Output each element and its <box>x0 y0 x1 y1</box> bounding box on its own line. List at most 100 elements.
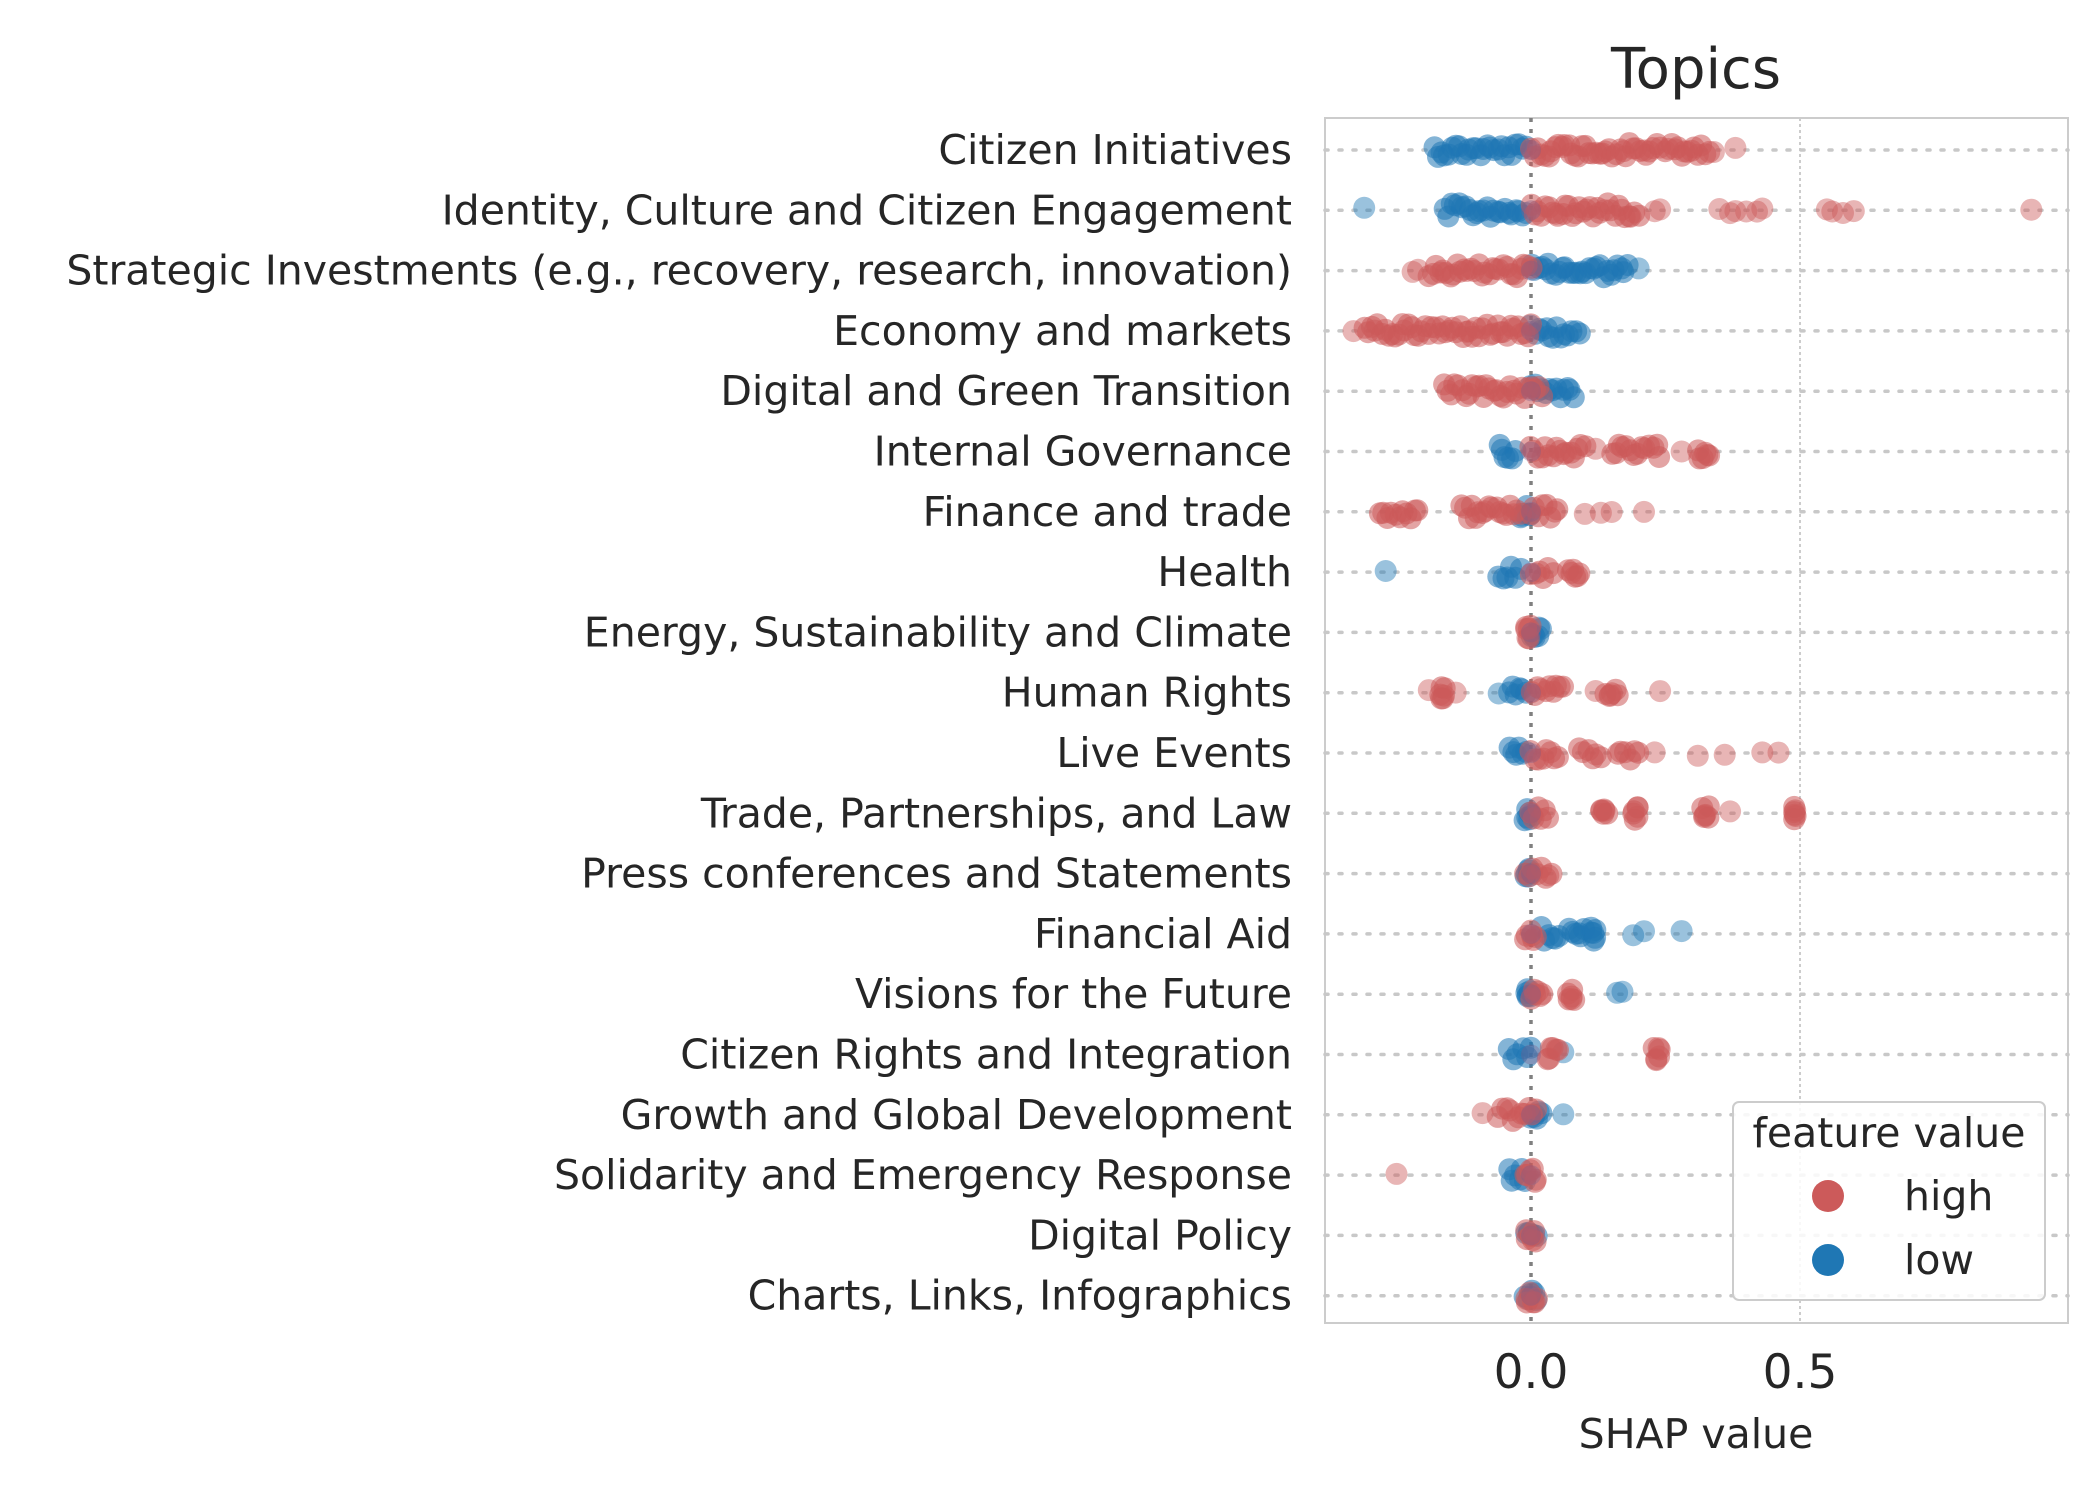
scatter-point <box>1531 385 1554 408</box>
scatter-point <box>1546 498 1569 521</box>
scatter-point <box>1735 200 1758 223</box>
scatter-point <box>1724 200 1747 223</box>
scatter-point <box>1521 320 1541 341</box>
scatter-point <box>1540 862 1563 885</box>
category-label: Live Events <box>1056 729 1292 777</box>
x-tick-labels: 0.0 0.5 <box>1494 1345 1838 1400</box>
scatter-point <box>1767 741 1790 764</box>
scatter-point <box>1628 204 1651 227</box>
legend-title: feature value <box>1752 1109 2025 1157</box>
scatter-point <box>1724 136 1747 159</box>
scatter-point <box>1521 743 1541 763</box>
scatter-point <box>1648 1045 1671 1068</box>
scatter-point <box>1521 441 1541 462</box>
scatter-point <box>1524 1230 1547 1253</box>
scatter-point <box>1525 1287 1548 1310</box>
scatter-point <box>1537 806 1559 829</box>
category-label: Energy, Sustainability and Climate <box>584 608 1292 656</box>
legend-high-marker <box>1812 1180 1844 1212</box>
scatter-point <box>1568 322 1591 345</box>
legend-low-label: low <box>1904 1236 1974 1284</box>
category-label: Charts, Links, Infographics <box>748 1272 1292 1320</box>
scatter-point <box>1407 258 1429 281</box>
y-tick-labels: Citizen Initiatives Identity, Culture and… <box>66 126 1292 1320</box>
category-label: Internal Governance <box>874 428 1292 476</box>
scatter-point <box>1708 198 1731 220</box>
scatter-point <box>1552 1103 1575 1126</box>
scatter-point <box>1547 1038 1569 1061</box>
x-tick-label: 0.0 <box>1494 1345 1569 1400</box>
scatter-point <box>1702 141 1725 163</box>
scatter-point <box>1562 386 1585 409</box>
scatter-point <box>1670 440 1693 463</box>
scatter-point <box>1563 988 1586 1011</box>
scatter-point <box>1444 681 1467 704</box>
scatter-point <box>1713 743 1736 766</box>
category-label: Human Rights <box>1002 669 1292 717</box>
scatter-point <box>1573 502 1596 525</box>
scatter-point <box>1584 680 1607 702</box>
scatter-point <box>1524 926 1547 948</box>
scatter-point <box>1633 920 1655 943</box>
scatter-point <box>1521 923 1541 944</box>
scatter-point <box>1521 562 1541 583</box>
scatter-point <box>1600 501 1623 523</box>
category-label: Economy and markets <box>833 307 1292 355</box>
scatter-point <box>1606 981 1629 1004</box>
scatter-point <box>1589 746 1612 769</box>
scatter-point <box>1832 202 1854 224</box>
legend-box <box>1732 1101 2046 1301</box>
scatter-point <box>1519 1036 1542 1059</box>
scatter-point <box>1626 796 1649 819</box>
scatter-point <box>1821 200 1844 223</box>
scatter-point <box>1649 198 1672 221</box>
scatter-point <box>1719 800 1742 823</box>
scatter-point <box>1521 682 1541 703</box>
scatter-point <box>1815 198 1838 221</box>
category-label: Press conferences and Statements <box>581 850 1292 898</box>
scatter-point <box>1521 200 1541 221</box>
scatter-point <box>1374 560 1397 582</box>
category-label: Solidarity and Emergency Response <box>554 1151 1292 1199</box>
scatter-point <box>1521 863 1541 884</box>
scatter-point <box>1649 680 1672 703</box>
scatter-point <box>1719 202 1742 225</box>
scatter-point <box>1751 197 1774 220</box>
scatter-point <box>1783 808 1806 831</box>
scatter-point <box>1401 260 1424 283</box>
scatter-point <box>1648 446 1671 468</box>
scatter-point <box>1520 256 1543 279</box>
scatter-point <box>1698 140 1721 163</box>
scatter-point <box>1353 196 1376 219</box>
scatter-point <box>1698 444 1721 467</box>
chart-title: Topics <box>1610 37 1781 102</box>
scatter-point <box>1596 802 1619 825</box>
category-label: Citizen Initiatives <box>938 126 1292 174</box>
scatter-point <box>1531 983 1554 1005</box>
scatter-point <box>1521 1285 1541 1306</box>
scatter-point <box>1525 1098 1548 1121</box>
scatter-point <box>1627 741 1650 764</box>
scatter-point <box>1842 200 1865 223</box>
scatter-point <box>1670 920 1693 943</box>
scatter-point <box>1622 924 1645 947</box>
category-label: Citizen Rights and Integration <box>680 1031 1292 1079</box>
scatter-point <box>1633 500 1655 523</box>
scatter-point <box>1521 501 1541 522</box>
legend-high-label: high <box>1904 1172 1993 1220</box>
scatter-point <box>1697 795 1720 818</box>
scatter-point <box>1627 257 1650 280</box>
category-label: Growth and Global Development <box>621 1091 1292 1139</box>
scatter-point <box>1606 684 1629 707</box>
scatter-point <box>1616 254 1639 276</box>
scatter-point <box>1521 1044 1541 1065</box>
legend-low-marker <box>1812 1244 1844 1276</box>
scatter-point <box>1574 435 1597 458</box>
scatter-point <box>1643 741 1666 764</box>
category-label: Trade, Partnerships, and Law <box>700 789 1292 837</box>
scatter-point <box>1487 682 1510 705</box>
scatter-point <box>1521 1225 1541 1246</box>
scatter-point <box>1568 562 1591 585</box>
